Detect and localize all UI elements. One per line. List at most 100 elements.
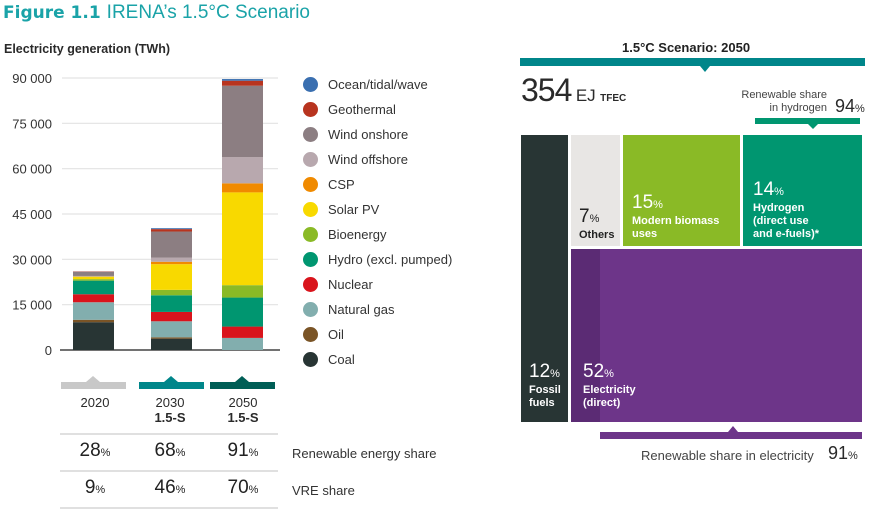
bar-segment-wind-offshore-2020 bbox=[73, 275, 114, 277]
header-bracket bbox=[520, 58, 865, 72]
legend-label: Wind offshore bbox=[328, 151, 408, 167]
y-tick-label: 45 000 bbox=[12, 207, 52, 222]
tfec-unit: EJ bbox=[575, 86, 596, 105]
bar-segment-wind-offshore-2050 bbox=[222, 157, 263, 184]
block-biomass-label: 15% Modern biomass uses bbox=[632, 192, 720, 241]
legend-item-wind-onshore: Wind onshore bbox=[303, 125, 408, 143]
block-modern-biomass bbox=[623, 135, 740, 246]
row-label: VRE share bbox=[292, 483, 355, 498]
legend-item-oil: Oil bbox=[303, 325, 344, 343]
legend-swatch bbox=[303, 126, 318, 142]
column-year: 2020 bbox=[80, 395, 110, 410]
column-header-2030: 2030 1.5-S bbox=[140, 395, 200, 425]
pct-sign: % bbox=[855, 103, 865, 115]
y-tick-label: 90 000 bbox=[12, 71, 52, 86]
bar-segment-wind-onshore-2050 bbox=[222, 85, 263, 158]
bar-segment-geothermal-2050 bbox=[222, 80, 263, 86]
bar-segment-nuclear-2030 bbox=[151, 311, 192, 322]
pct-sign: % bbox=[248, 484, 259, 496]
figure-title-text: IRENA’s 1.5°C Scenario bbox=[106, 2, 310, 23]
legend-item-coal: Coal bbox=[303, 350, 355, 368]
hydrogen-bracket bbox=[755, 118, 860, 129]
y-tick-label: 15 000 bbox=[12, 298, 52, 313]
legend-item-hydro: Hydro (excl. pumped) bbox=[303, 250, 452, 268]
bar-segment-ocean-2050 bbox=[222, 79, 263, 81]
table-cell: 46% bbox=[140, 477, 200, 499]
block-electricity bbox=[571, 249, 862, 422]
hydrogen-note-line1: Renewable share bbox=[741, 89, 827, 101]
year-bracket-2030 bbox=[139, 376, 204, 389]
block-fossil-label: 12% Fossil fuels bbox=[529, 361, 561, 410]
table-cell: 91% bbox=[213, 440, 273, 462]
bar-segment-bioenergy-2030 bbox=[151, 289, 192, 296]
block-hydrogen-label: 14% Hydrogen (direct use and e-fuels)* bbox=[753, 179, 820, 241]
bar-segment-wind-offshore-2030 bbox=[151, 257, 192, 262]
bar-segment-nuclear-2020 bbox=[73, 294, 114, 303]
legend-label: Bioenergy bbox=[328, 226, 387, 242]
bar-segment-gas-2030 bbox=[151, 321, 192, 338]
cell-value: 70 bbox=[227, 477, 249, 498]
legend-swatch bbox=[303, 276, 318, 292]
hydrogen-note-line2: in hydrogen bbox=[769, 102, 828, 114]
bar-segment-solar-2020 bbox=[73, 276, 114, 280]
bar-segment-hydro-2050 bbox=[222, 297, 263, 327]
hydrogen-note: Renewable share in hydrogen bbox=[735, 89, 827, 115]
legend-label: Natural gas bbox=[328, 301, 395, 317]
figure-number: Figure 1.1 bbox=[3, 3, 101, 23]
year-bracket-2050 bbox=[210, 376, 275, 389]
legend-label: Geothermal bbox=[328, 101, 396, 117]
cell-value: 68 bbox=[154, 440, 176, 461]
tfec-value: 354 bbox=[521, 72, 572, 108]
pct-sign: % bbox=[175, 484, 186, 496]
bar-segment-coal-2030 bbox=[151, 338, 192, 350]
legend-item-bioenergy: Bioenergy bbox=[303, 225, 387, 243]
bar-segment-ocean-2030 bbox=[151, 228, 192, 230]
column-header-2050: 2050 1.5-S bbox=[213, 395, 273, 425]
table-divider bbox=[60, 433, 278, 435]
bar-segment-csp-2050 bbox=[222, 183, 263, 193]
y-tick-label: 0 bbox=[45, 343, 52, 358]
table-cell: 28% bbox=[65, 440, 125, 462]
bar-segment-bioenergy-2020 bbox=[73, 279, 114, 281]
block-hydrogen bbox=[743, 135, 862, 246]
y-tick-label: 60 000 bbox=[12, 162, 52, 177]
block-electricity-label: 52% Electricity (direct) bbox=[583, 361, 636, 410]
legend-swatch bbox=[303, 351, 318, 367]
table-cell: 70% bbox=[213, 477, 273, 499]
column-year: 2030 bbox=[155, 395, 185, 410]
block-others bbox=[571, 135, 620, 246]
bar-segment-gas-2050 bbox=[222, 337, 263, 350]
column-sub: 1.5-S bbox=[227, 410, 259, 425]
legend-swatch bbox=[303, 101, 318, 117]
legend-swatch bbox=[303, 201, 318, 217]
legend-swatch bbox=[303, 151, 318, 167]
column-sub: 1.5-S bbox=[154, 410, 186, 425]
bar-segment-wind-onshore-2030 bbox=[151, 231, 192, 258]
bar-segment-bioenergy-2050 bbox=[222, 285, 263, 298]
year-bracket-2020 bbox=[61, 376, 126, 389]
legend-label: Oil bbox=[328, 326, 344, 342]
table-divider bbox=[60, 507, 278, 509]
hydrogen-renewable-share: 94% bbox=[835, 96, 865, 117]
hydrogen-share-value: 94 bbox=[835, 96, 856, 116]
bar-segment-wind-onshore-2020 bbox=[73, 271, 114, 276]
column-header-2020: 2020 bbox=[65, 395, 125, 410]
cell-value: 91 bbox=[227, 440, 249, 461]
chart-title: Electricity generation (TWh) bbox=[4, 42, 170, 56]
legend-label: CSP bbox=[328, 176, 355, 192]
table-cell: 9% bbox=[65, 477, 125, 499]
legend-item-ocean: Ocean/tidal/wave bbox=[303, 75, 428, 93]
legend-item-nuclear: Nuclear bbox=[303, 275, 373, 293]
legend-label: Coal bbox=[328, 351, 355, 367]
electricity-bracket bbox=[600, 426, 862, 439]
legend-label: Wind onshore bbox=[328, 126, 409, 142]
stacked-bar-chart: 0 15 000 30 000 45 000 60 000 75 000 90 000 bbox=[12, 71, 280, 389]
legend-item-geothermal: Geothermal bbox=[303, 100, 396, 118]
pct-sign: % bbox=[175, 447, 186, 459]
pct-sign: % bbox=[100, 447, 111, 459]
legend-swatch bbox=[303, 76, 318, 92]
legend-label: Solar PV bbox=[328, 201, 380, 217]
column-year: 2050 bbox=[228, 395, 258, 410]
bar-segment-coal-2020 bbox=[73, 322, 114, 350]
bar-segment-oil-2030 bbox=[151, 337, 192, 339]
